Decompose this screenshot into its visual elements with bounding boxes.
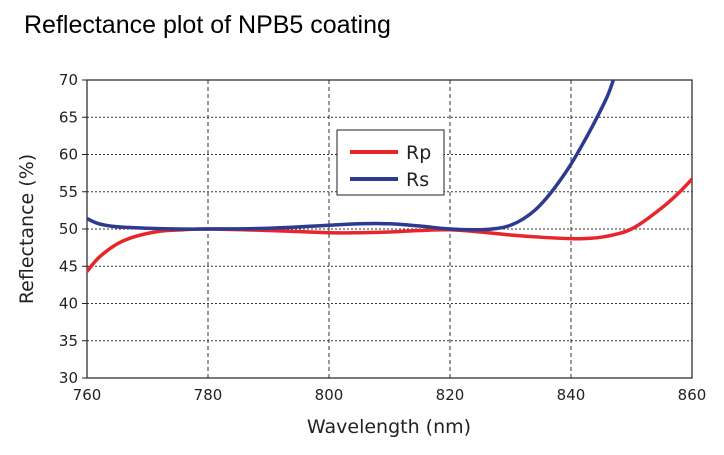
chart-title: Reflectance plot of NPB5 coating <box>24 11 391 39</box>
x-axis-label: Wavelength (nm) <box>307 416 471 438</box>
y-tick-label: 70 <box>59 71 78 89</box>
y-tick-label: 40 <box>59 295 78 313</box>
y-tick-label: 35 <box>59 332 78 350</box>
x-tick-label: 800 <box>315 386 344 404</box>
x-tick-label: 860 <box>678 386 707 404</box>
x-tick-label: 760 <box>73 386 102 404</box>
x-tick-label: 780 <box>194 386 223 404</box>
series-line-rs <box>87 80 616 232</box>
x-tick-label: 840 <box>557 386 586 404</box>
y-tick-label: 55 <box>59 183 78 201</box>
y-tick-label: 45 <box>59 257 78 275</box>
y-axis-label: Reflectance (%) <box>16 154 38 304</box>
legend: Rp Rs <box>336 129 445 196</box>
x-tick-label: 820 <box>436 386 465 404</box>
y-tick-label: 60 <box>59 146 78 164</box>
series-layer <box>87 80 692 274</box>
y-tick-label: 50 <box>59 220 78 238</box>
y-tick-label: 65 <box>59 108 78 126</box>
legend-box <box>336 129 445 196</box>
legend-label-rp: Rp <box>406 142 431 164</box>
y-tick-label: 30 <box>59 369 78 387</box>
tick-layer: 760 780 800 820 840 860 30 35 40 45 50 55 60 65 70 <box>59 71 706 404</box>
legend-label-rs: Rs <box>406 169 429 191</box>
